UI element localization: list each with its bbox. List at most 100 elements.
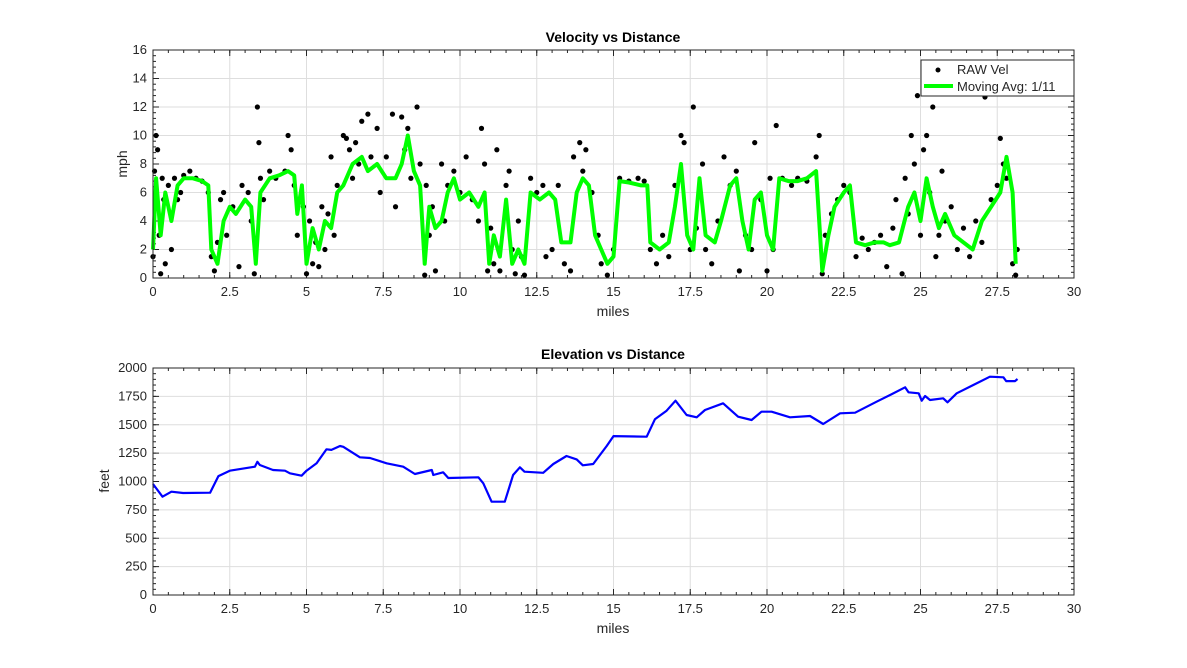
raw-vel-point bbox=[813, 154, 819, 160]
raw-vel-point bbox=[245, 189, 251, 196]
raw-vel-point bbox=[890, 225, 896, 231]
y-tick-label: 500 bbox=[125, 530, 147, 545]
raw-vel-point bbox=[178, 189, 184, 196]
y-tick-label: 8 bbox=[140, 156, 147, 171]
raw-vel-point bbox=[368, 154, 374, 160]
raw-vel-point bbox=[549, 246, 555, 253]
y-tick-label: 1250 bbox=[118, 445, 147, 460]
raw-vel-point bbox=[257, 175, 264, 181]
raw-vel-point bbox=[936, 232, 942, 238]
raw-vel-point bbox=[158, 271, 164, 277]
x-tick-label: 17.5 bbox=[678, 284, 703, 299]
y-tick-label: 750 bbox=[125, 502, 147, 517]
raw-vel-point bbox=[816, 132, 822, 139]
raw-vel-point bbox=[503, 182, 509, 188]
x-tick-label: 30 bbox=[1067, 284, 1081, 299]
x-tick-label: 20 bbox=[760, 284, 774, 299]
elevation-line bbox=[152, 375, 1019, 503]
raw-vel-point bbox=[254, 104, 260, 110]
raw-vel-point bbox=[647, 246, 653, 253]
raw-vel-point bbox=[653, 261, 660, 267]
raw-vel-point bbox=[641, 178, 647, 184]
legend-raw-label: RAW Vel bbox=[957, 62, 1009, 77]
raw-vel-point bbox=[788, 182, 795, 188]
raw-vel-point bbox=[917, 232, 924, 238]
raw-vel-point bbox=[475, 218, 482, 224]
raw-vel-point bbox=[383, 154, 389, 160]
raw-vel-point bbox=[463, 154, 469, 160]
raw-vel-point bbox=[288, 147, 294, 153]
raw-vel-point bbox=[567, 268, 574, 274]
raw-vel-point bbox=[349, 175, 356, 181]
x-tick-label: 10 bbox=[453, 601, 467, 616]
raw-vel-point bbox=[555, 182, 561, 188]
raw-vel-point bbox=[721, 154, 727, 160]
legend-raw-marker bbox=[935, 67, 941, 73]
legend: RAW Vel Moving Avg: 1/11 bbox=[920, 59, 1075, 97]
raw-vel-point bbox=[236, 264, 242, 270]
raw-vel-point bbox=[908, 132, 914, 139]
raw-vel-point bbox=[678, 132, 684, 139]
elevation-xlabel: miles bbox=[597, 620, 630, 636]
raw-vel-point bbox=[494, 147, 500, 153]
x-tick-label: 0 bbox=[149, 601, 156, 616]
raw-vel-point bbox=[251, 271, 257, 277]
x-tick-label: 27.5 bbox=[985, 601, 1010, 616]
x-tick-label: 2.5 bbox=[221, 284, 239, 299]
raw-vel-point bbox=[221, 189, 227, 196]
x-tick-label: 25 bbox=[913, 284, 927, 299]
raw-vel-point bbox=[389, 111, 396, 117]
raw-vel-point bbox=[417, 161, 423, 167]
y-tick-label: 14 bbox=[133, 71, 147, 86]
raw-vel-point bbox=[988, 197, 994, 203]
raw-vel-point bbox=[334, 182, 340, 188]
raw-vel-point bbox=[583, 147, 589, 153]
raw-vel-point bbox=[153, 132, 159, 139]
raw-vel-point bbox=[187, 168, 193, 174]
raw-vel-point bbox=[598, 261, 604, 267]
raw-vel-point bbox=[764, 268, 770, 274]
raw-vel-point bbox=[939, 168, 945, 174]
raw-vel-point bbox=[310, 261, 316, 267]
raw-vel-point bbox=[512, 271, 518, 277]
raw-vel-point bbox=[405, 125, 411, 131]
x-tick-label: 5 bbox=[303, 284, 310, 299]
raw-vel-point bbox=[306, 218, 313, 224]
x-tick-label: 15 bbox=[606, 284, 620, 299]
raw-vel-point bbox=[224, 232, 230, 238]
raw-vel-point bbox=[570, 154, 577, 160]
x-tick-label: 2.5 bbox=[221, 601, 239, 616]
raw-vel-point bbox=[316, 264, 322, 270]
y-tick-label: 2 bbox=[140, 242, 147, 257]
raw-vel-point bbox=[343, 135, 350, 141]
raw-vel-point bbox=[767, 175, 773, 181]
raw-vel-point bbox=[561, 261, 567, 267]
raw-vel-point bbox=[924, 132, 930, 139]
raw-vel-point bbox=[488, 225, 494, 231]
raw-vel-point bbox=[733, 168, 739, 174]
raw-vel-point bbox=[893, 197, 899, 203]
raw-vel-point bbox=[580, 168, 586, 174]
legend-box bbox=[920, 59, 1075, 97]
raw-vel-point bbox=[515, 218, 521, 224]
raw-vel-point bbox=[353, 140, 359, 146]
raw-vel-point bbox=[267, 168, 273, 174]
raw-vel-point bbox=[920, 147, 927, 153]
raw-vel-point bbox=[967, 254, 973, 260]
raw-vel-point bbox=[1003, 175, 1010, 181]
raw-vel-point bbox=[211, 268, 217, 274]
raw-vel-point bbox=[877, 232, 884, 238]
y-tick-label: 4 bbox=[140, 213, 147, 228]
raw-vel-point bbox=[899, 271, 905, 277]
raw-vel-point bbox=[528, 175, 534, 181]
x-tick-label: 25 bbox=[913, 601, 927, 616]
raw-vel-point bbox=[690, 104, 696, 110]
raw-vel-point bbox=[168, 246, 175, 253]
raw-vel-point bbox=[997, 135, 1003, 141]
elevation-ylabel: feet bbox=[96, 469, 112, 492]
raw-vel-point bbox=[423, 182, 429, 188]
x-tick-label: 15 bbox=[606, 601, 620, 616]
raw-vel-point bbox=[1013, 272, 1019, 278]
x-tick-label: 5 bbox=[303, 601, 310, 616]
